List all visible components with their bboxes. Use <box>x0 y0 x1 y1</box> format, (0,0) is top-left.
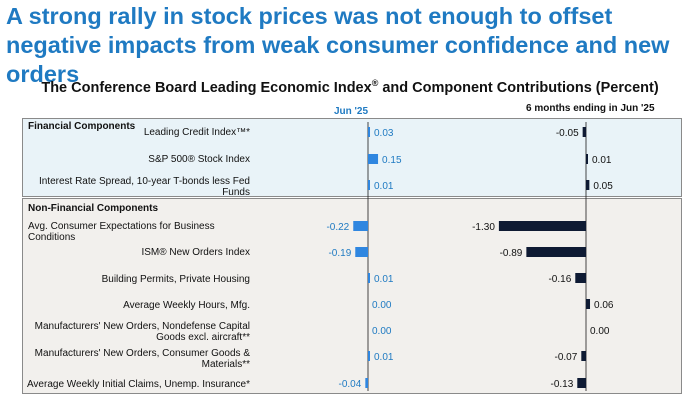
category-label: Building Permits, Private Housing <box>101 274 250 285</box>
bar <box>368 351 370 361</box>
bar <box>526 247 586 257</box>
bar <box>586 299 591 309</box>
bar <box>368 273 370 283</box>
data-label: 0.01 <box>592 155 612 166</box>
bar <box>368 180 370 190</box>
data-label: -0.16 <box>548 274 571 285</box>
category-label: S&P 500® Stock Index <box>148 154 250 165</box>
data-label: 0.00 <box>372 300 392 311</box>
data-label: -0.04 <box>339 379 362 390</box>
data-label: -0.22 <box>326 222 349 233</box>
category-label: Manufacturers' New Orders, Nondefense Ca… <box>34 321 250 343</box>
bar <box>355 247 368 257</box>
section-title-non-financial: Non-Financial Components <box>28 203 158 214</box>
bar <box>575 273 586 283</box>
data-label: -0.07 <box>555 352 578 363</box>
data-label: 0.01 <box>374 181 394 192</box>
data-label: 0.00 <box>590 326 610 337</box>
bar <box>368 127 371 137</box>
headline: A strong rally in stock prices was not e… <box>6 3 670 87</box>
registered-mark: ® <box>371 78 379 88</box>
data-label: 0.01 <box>374 274 394 285</box>
bar <box>498 221 586 231</box>
data-label: -0.05 <box>556 128 579 139</box>
bar <box>586 154 588 164</box>
data-label: 0.05 <box>593 181 613 192</box>
column-header-jun: Jun '25 <box>334 106 369 117</box>
data-label: 0.00 <box>372 326 392 337</box>
column-header-six-months: 6 months ending in Jun '25 <box>526 103 655 114</box>
bar <box>365 378 368 388</box>
bar <box>353 221 368 231</box>
category-label: ISM® New Orders Index <box>141 247 250 258</box>
chart-title-suffix: and Component Contributions (Percent) <box>378 79 659 96</box>
data-label: 0.06 <box>594 300 614 311</box>
data-label: -0.19 <box>328 248 351 259</box>
category-label: Avg. Consumer Expectations for Business … <box>28 221 215 243</box>
category-label: Average Weekly Hours, Mfg. <box>123 300 250 311</box>
category-label: Leading Credit Index™* <box>143 127 250 138</box>
data-label: -1.30 <box>472 222 495 233</box>
bar <box>577 378 586 388</box>
category-label: Manufacturers' New Orders, Consumer Good… <box>34 348 250 370</box>
bar <box>586 180 590 190</box>
financial-panel <box>22 118 682 197</box>
category-label: Interest Rate Spread, 10-year T-bonds le… <box>38 176 250 198</box>
data-label: -0.13 <box>550 379 573 390</box>
chart-title-text: The Conference Board Leading Economic In… <box>41 79 372 96</box>
category-label: Average Weekly Initial Claims, Unemp. In… <box>26 379 250 390</box>
section-title-financial: Financial Components <box>28 121 136 132</box>
data-label: -0.89 <box>500 248 523 259</box>
bar <box>581 351 586 361</box>
data-label: 0.15 <box>382 155 402 166</box>
bar <box>582 127 586 137</box>
bar <box>368 154 379 164</box>
data-label: 0.03 <box>374 128 394 139</box>
chart-title: The Conference Board Leading Economic In… <box>0 78 700 96</box>
data-label: 0.01 <box>374 352 394 363</box>
